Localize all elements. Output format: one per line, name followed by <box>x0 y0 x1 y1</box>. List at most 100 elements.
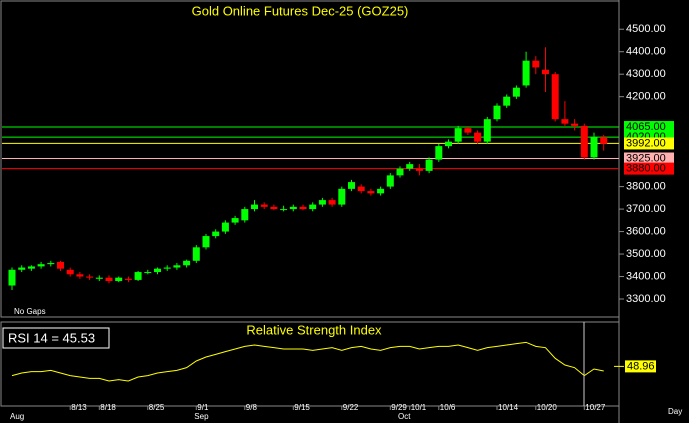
candle-body <box>571 123 579 126</box>
y-tick-label: 4500.00 <box>626 23 666 35</box>
candle-body <box>105 277 113 282</box>
candle-body <box>270 206 278 210</box>
candle-body <box>357 186 365 192</box>
candle-body <box>37 264 45 267</box>
candle-body <box>57 261 64 269</box>
level-label: 4065.00 <box>626 121 666 133</box>
y-tick-label: 3600.00 <box>626 225 666 237</box>
candle-body <box>483 119 491 142</box>
y-tick-label: 3800.00 <box>626 181 666 193</box>
rsi-line <box>11 341 604 382</box>
level-label: 3992.00 <box>626 137 666 149</box>
candle-body <box>532 60 540 68</box>
candle-body <box>8 269 16 286</box>
x-tick-label: 8/18 <box>100 403 116 412</box>
candle-body <box>66 269 74 275</box>
candle-body <box>124 278 132 280</box>
y-tick-label: 4300.00 <box>626 68 666 80</box>
candle-body <box>474 132 482 142</box>
cursor-box <box>625 360 656 373</box>
candle-body <box>542 69 549 75</box>
candle-body <box>221 222 229 232</box>
rsi-title: Relative Strength Index <box>246 322 382 337</box>
candle-body <box>348 182 355 189</box>
month-label: Sep <box>194 412 209 421</box>
candle-body <box>396 168 404 176</box>
level-label: 3925.00 <box>626 152 666 164</box>
candle-body <box>183 260 191 266</box>
y-tick-label: 4400.00 <box>626 46 666 58</box>
candle-body <box>425 159 433 171</box>
candle-body <box>202 236 210 248</box>
candle-body <box>464 128 472 133</box>
candle-body <box>163 267 171 269</box>
candle-body <box>95 277 103 279</box>
candle-body <box>318 200 326 205</box>
candle-body <box>551 74 559 120</box>
month-label: Aug <box>10 412 24 421</box>
x-tick-label: 10/14 <box>498 403 519 412</box>
x-tick-label: 10/20 <box>537 403 558 412</box>
candle-body <box>522 60 530 86</box>
candle-body <box>192 247 200 261</box>
rsi-label: RSI 14 = 45.53 <box>8 330 95 345</box>
x-tick-label: 10/27 <box>585 403 606 412</box>
candle-body <box>76 274 84 277</box>
cursor-label: 48.96 <box>627 360 655 372</box>
x-tick-label: 10/1 <box>411 403 427 412</box>
x-tick-label: 10/6 <box>440 403 456 412</box>
candle-body <box>415 168 423 171</box>
level-box <box>624 121 674 134</box>
candle-body <box>47 263 55 265</box>
candle-body <box>600 137 608 144</box>
candle-body <box>134 272 142 280</box>
candle-body <box>212 231 220 237</box>
candle-body <box>367 191 375 194</box>
y-tick-label: 3700.00 <box>626 203 666 215</box>
level-label: 3880.00 <box>626 163 666 175</box>
candle-body <box>435 146 443 160</box>
candle-body <box>231 218 239 223</box>
candle-body <box>173 265 181 268</box>
x-tick-label: 8/13 <box>71 403 87 412</box>
level-box <box>624 137 674 150</box>
y-tick-label: 3300.00 <box>626 293 666 305</box>
level-box <box>624 162 674 175</box>
x-tick-label: 9/1 <box>197 403 209 412</box>
candle-body <box>27 266 35 269</box>
candle-body <box>512 87 520 97</box>
y-tick-label: 3400.00 <box>626 270 666 282</box>
x-tick-label: 9/29 <box>391 403 407 412</box>
month-label: Oct <box>398 412 411 421</box>
level-box <box>624 152 674 165</box>
x-unit: Day <box>668 407 682 416</box>
candle-body <box>328 200 336 205</box>
x-tick-label: 9/8 <box>246 403 258 412</box>
candle-body <box>445 141 452 147</box>
candle-body <box>406 164 414 169</box>
candle-body <box>377 188 385 194</box>
y-tick-label: 3500.00 <box>626 248 666 260</box>
candle-body <box>309 204 317 210</box>
candle-body <box>251 204 258 210</box>
candle-body <box>115 277 123 282</box>
candle-body <box>144 272 152 274</box>
candle-body <box>18 267 26 270</box>
x-tick-label: 8/25 <box>149 403 165 412</box>
candle-body <box>86 276 94 278</box>
rsi-label-box <box>2 327 110 349</box>
x-tick-label: 9/22 <box>343 403 359 412</box>
candle-body <box>590 137 598 158</box>
candle-body <box>260 204 268 207</box>
candle-body <box>386 175 394 187</box>
note: No Gaps <box>14 307 46 316</box>
y-tick-label: 4200.00 <box>626 91 666 103</box>
candle-body <box>241 209 249 221</box>
candle-body <box>299 206 307 210</box>
chart-title: Gold Online Futures Dec-25 (GOZ25) <box>192 3 409 18</box>
candle-body <box>493 105 501 120</box>
candle-body <box>289 206 297 210</box>
candle-body <box>580 125 588 158</box>
